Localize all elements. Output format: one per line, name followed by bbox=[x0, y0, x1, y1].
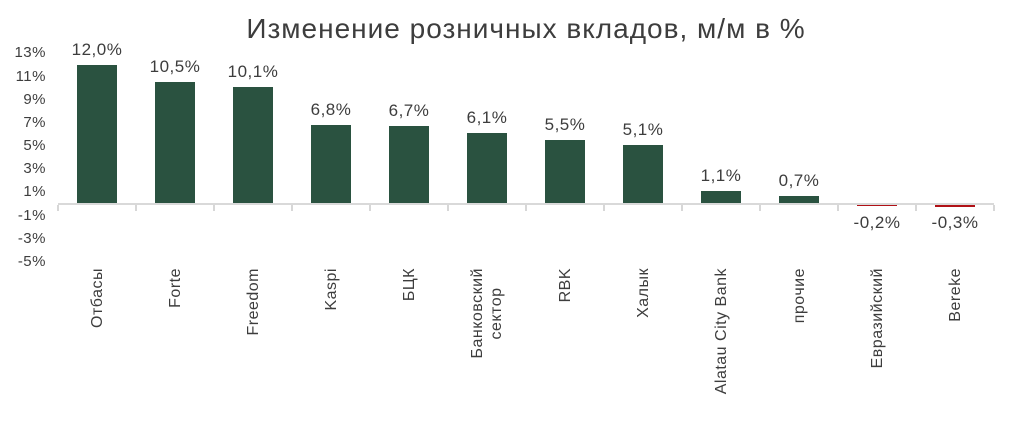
x-axis-category-slot: Банковский сектор bbox=[448, 268, 526, 359]
bar-value-label: 1,1% bbox=[700, 166, 742, 186]
bar bbox=[233, 87, 273, 204]
y-axis-tick-label: 5% bbox=[23, 137, 46, 155]
x-axis-category-label: Отбасы bbox=[88, 268, 106, 328]
x-axis-tick bbox=[603, 205, 605, 211]
x-axis-category-slot: Bereke bbox=[916, 268, 994, 322]
x-axis-tick bbox=[369, 205, 371, 211]
x-axis-category-slot: RBK bbox=[526, 268, 604, 302]
bar bbox=[311, 125, 351, 204]
x-axis-category-slot: Халык bbox=[604, 268, 682, 318]
y-axis-tick-label: 7% bbox=[23, 113, 46, 131]
x-axis-category-slot: Forte bbox=[136, 268, 214, 308]
x-axis-category-label: Forte bbox=[166, 268, 184, 308]
x-axis-category-label: Freedom bbox=[244, 268, 262, 336]
y-axis-tick-label: 9% bbox=[23, 90, 46, 108]
bar bbox=[389, 126, 429, 204]
bar-value-label: 6,7% bbox=[388, 101, 430, 121]
bar-value-label: 6,1% bbox=[466, 108, 508, 128]
x-axis-category-label: прочие bbox=[790, 268, 808, 324]
chart-title: Изменение розничных вкладов, м/м в % bbox=[246, 13, 806, 44]
bar-value-label: 10,5% bbox=[149, 57, 201, 77]
x-axis-category-slot: Kaspi bbox=[292, 268, 370, 311]
bar bbox=[701, 191, 741, 204]
x-axis-category-slot: Alatau City Bank bbox=[682, 268, 760, 394]
x-axis-category-slot: Отбасы bbox=[58, 268, 136, 328]
x-axis-category-label: БЦК bbox=[400, 268, 418, 302]
bar bbox=[857, 204, 897, 207]
x-axis-category-slot: Freedom bbox=[214, 268, 292, 336]
x-axis-tick bbox=[759, 205, 761, 211]
bar-value-label: 6,8% bbox=[310, 100, 352, 120]
x-axis-category-label: Alatau City Bank bbox=[712, 268, 730, 395]
bar bbox=[623, 144, 663, 204]
x-axis-category-label: Bereke bbox=[946, 268, 964, 322]
bar-value-label: 0,7% bbox=[778, 170, 820, 190]
bar-value-label: 12,0% bbox=[71, 40, 123, 60]
x-axis-category-slot: Евразийский bbox=[838, 268, 916, 368]
x-axis-tick bbox=[915, 205, 917, 211]
x-axis-tick bbox=[291, 205, 293, 211]
x-axis-category-label: Евразийский bbox=[868, 268, 886, 369]
x-axis-category-label: RBK bbox=[556, 268, 574, 303]
x-axis-category-label: Халык bbox=[634, 268, 652, 318]
y-axis-tick-label: -3% bbox=[17, 229, 46, 247]
x-axis-tick bbox=[525, 205, 527, 211]
x-axis-tick bbox=[993, 205, 995, 211]
bar bbox=[77, 65, 117, 204]
x-axis-category-slot: БЦК bbox=[370, 268, 448, 301]
bar bbox=[545, 140, 585, 204]
x-axis-line bbox=[58, 203, 994, 205]
x-axis-category-label: Банковский сектор bbox=[469, 268, 505, 359]
x-axis-tick bbox=[135, 205, 137, 211]
x-axis-tick bbox=[57, 205, 59, 211]
bar bbox=[935, 204, 975, 208]
bar-value-label: 5,1% bbox=[622, 119, 664, 139]
bar-value-label: 10,1% bbox=[227, 62, 279, 82]
bar bbox=[467, 133, 507, 204]
x-axis-category-slot: прочие bbox=[760, 268, 838, 323]
y-axis-tick-label: 11% bbox=[15, 67, 46, 85]
y-axis-tick-label: 3% bbox=[23, 160, 46, 178]
bar-value-label: 5,5% bbox=[544, 115, 586, 135]
bar-value-label: -0,3% bbox=[931, 213, 979, 232]
bar bbox=[779, 195, 819, 204]
y-axis-tick-label: 13% bbox=[14, 44, 46, 62]
x-axis-tick bbox=[213, 205, 215, 211]
bar bbox=[155, 82, 195, 204]
x-axis-tick bbox=[681, 205, 683, 211]
y-axis-tick-label: -5% bbox=[17, 252, 46, 270]
x-axis-tick bbox=[837, 205, 839, 211]
y-axis-tick-label: -1% bbox=[17, 206, 46, 224]
bar-value-label: -0,2% bbox=[853, 213, 901, 232]
y-axis-tick-label: 1% bbox=[23, 183, 46, 201]
x-axis-tick bbox=[447, 205, 449, 211]
x-axis-category-label: Kaspi bbox=[322, 268, 340, 311]
